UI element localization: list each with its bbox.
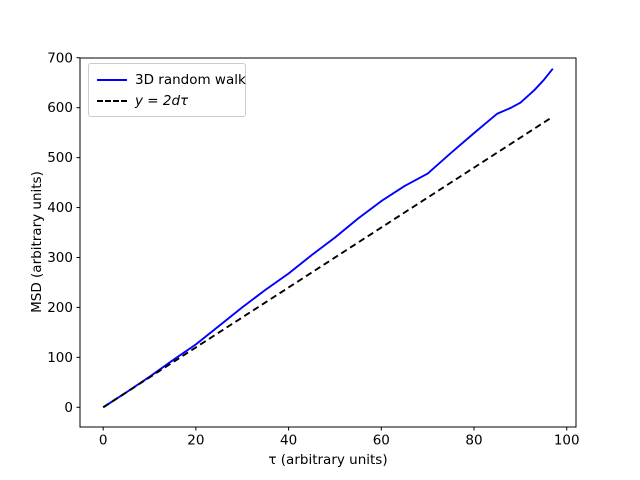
legend-label-theory: y = 2dτ [135, 92, 189, 109]
x-tick-label-4: 80 [465, 433, 482, 449]
legend-line-sample-solid [97, 78, 127, 81]
y-tick-label-6: 600 [47, 100, 73, 116]
y-tick-label-3: 300 [47, 250, 73, 266]
y-tick-label-7: 700 [47, 50, 73, 66]
series-line-random-walk [102, 68, 554, 409]
x-axis-label: τ (arbitrary units) [268, 452, 388, 468]
legend-label-random-walk: 3D random walk [135, 71, 246, 88]
y-tick-label-2: 200 [47, 300, 73, 316]
legend: 3D random walk y = 2dτ [88, 63, 246, 117]
legend-entry-theory: y = 2dτ [97, 90, 237, 111]
axes-frame [79, 57, 577, 428]
y-tick-label-1: 100 [47, 350, 73, 366]
y-tick-label-0: 0 [64, 400, 73, 416]
x-tick-label-5: 100 [554, 433, 580, 449]
series-line-theory [102, 115, 554, 409]
x-tick-label-3: 60 [373, 433, 390, 449]
legend-entry-random-walk: 3D random walk [97, 69, 246, 90]
legend-line-sample-dashed [97, 99, 127, 102]
x-tick-label-0: 0 [99, 433, 108, 449]
y-axis-label-text: MSD (arbitrary units) [29, 171, 45, 313]
x-tick-label-1: 20 [187, 433, 204, 449]
y-tick-label-5: 500 [47, 150, 73, 166]
y-tick-label-4: 400 [47, 200, 73, 216]
x-tick-label-2: 40 [280, 433, 297, 449]
